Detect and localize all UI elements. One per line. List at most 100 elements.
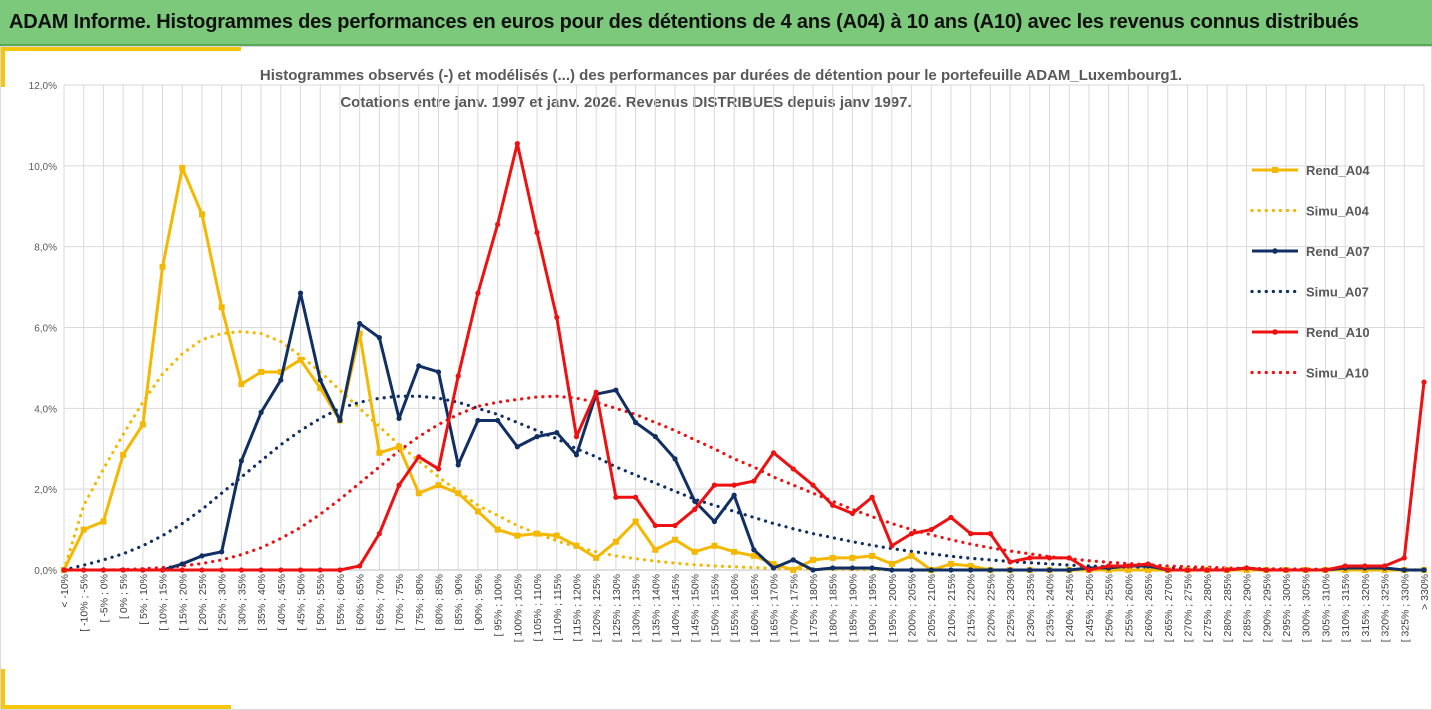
data-point — [120, 451, 127, 458]
x-tick-label: [ -5% ; 0% — [98, 574, 110, 622]
legend-label: Rend_A10 — [1306, 325, 1370, 340]
data-point — [475, 290, 481, 296]
data-point — [1007, 559, 1013, 565]
data-point — [258, 567, 264, 573]
data-point — [219, 567, 225, 573]
x-tick-label: [ 215% ; 220% — [966, 574, 978, 642]
data-point — [1027, 555, 1033, 561]
data-point — [928, 526, 934, 533]
data-point — [317, 567, 323, 573]
data-point — [416, 454, 422, 460]
data-point — [376, 449, 383, 456]
x-tick-label: [ 130% ; 135% — [631, 574, 643, 642]
data-point — [947, 560, 954, 567]
x-tick-label: [ 155% ; 160% — [729, 574, 741, 642]
data-point — [672, 536, 679, 543]
data-point — [218, 304, 225, 311]
data-point — [830, 502, 836, 508]
data-point — [337, 567, 343, 573]
series-line-rend-a07 — [64, 291, 1424, 572]
data-point — [770, 560, 777, 567]
corner-accent-bottom — [1, 705, 231, 709]
data-point — [179, 567, 185, 573]
chart-title-line-2: Cotations entre janv. 1997 et janv. 2026… — [340, 94, 911, 111]
data-point — [297, 356, 304, 363]
data-point — [1381, 563, 1388, 569]
x-tick-label: [ 250% ; 255% — [1104, 574, 1116, 642]
data-point — [1145, 561, 1151, 567]
data-point — [672, 456, 678, 462]
x-tick-label: [ 95% ; 100% — [493, 574, 505, 636]
data-point — [455, 373, 461, 379]
x-tick-label: [ 115% ; 120% — [571, 574, 583, 642]
x-tick-label: [ 290% ; 295% — [1261, 574, 1273, 642]
data-point — [100, 518, 107, 525]
data-point — [1145, 567, 1152, 573]
x-tick-label: [ 125% ; 130% — [611, 574, 623, 642]
x-tick-label: [ 160% ; 165% — [749, 574, 761, 642]
data-point — [908, 552, 915, 559]
data-point — [435, 369, 442, 375]
series-line-simu-a04 — [62, 329, 1426, 572]
x-tick-label: [ 105% ; 110% — [532, 574, 544, 642]
data-point — [613, 387, 619, 393]
data-point — [1007, 567, 1013, 573]
x-tick-label: [ 315% ; 320% — [1360, 574, 1372, 642]
x-tick-label: [ 45% ; 50% — [296, 574, 308, 631]
data-point — [199, 567, 205, 573]
x-tick-label: [ 170% ; 175% — [788, 574, 800, 642]
data-point — [278, 377, 284, 383]
legend-marker — [1272, 329, 1278, 335]
data-point — [1303, 567, 1309, 573]
data-point — [198, 211, 205, 218]
x-axis: < -10% [ -10% ; -5% [ -5% ; 0% [ 0% ; 5% [ 5… — [59, 574, 1431, 642]
data-point — [731, 482, 737, 488]
x-tick-label: [ 205% ; 210% — [926, 574, 938, 642]
header-bar: ADAM Informe. Histogrammes des performan… — [0, 0, 1432, 46]
data-point — [830, 565, 836, 571]
data-point — [948, 567, 954, 573]
series-rend-a10 — [61, 141, 1427, 573]
data-point — [968, 531, 974, 537]
legend-label: Simu_A04 — [1306, 204, 1370, 219]
data-point — [593, 554, 600, 561]
data-point — [1401, 567, 1407, 573]
data-point — [495, 417, 501, 424]
data-point — [317, 385, 324, 392]
data-point — [317, 377, 323, 383]
data-point — [889, 567, 895, 573]
data-point — [199, 553, 205, 559]
data-point — [514, 444, 520, 450]
x-tick-label: [ -10% ; -5% — [79, 574, 91, 632]
legend-item-simu-a07: Simu_A07 — [1250, 285, 1369, 300]
corner-accent-top — [1, 47, 241, 51]
data-point — [514, 532, 521, 539]
x-tick-label: [ 150% ; 155% — [709, 574, 721, 642]
data-point — [672, 522, 678, 529]
data-point — [613, 494, 619, 500]
data-point — [889, 543, 895, 549]
data-point — [356, 330, 363, 337]
legend-label: Simu_A07 — [1306, 285, 1369, 300]
data-point — [967, 562, 974, 569]
gridlines — [63, 84, 1425, 571]
data-point — [554, 314, 560, 320]
series-simu-a10 — [62, 394, 1426, 572]
x-tick-label: [ 185% ; 190% — [847, 574, 859, 642]
x-tick-label: [ 190% ; 195% — [867, 574, 879, 642]
data-point — [81, 567, 87, 573]
x-tick-label: [ 265% ; 270% — [1163, 574, 1175, 642]
series-line-rend-a10 — [64, 142, 1426, 572]
data-point — [612, 538, 619, 545]
x-tick-label: [ 30% ; 35% — [236, 574, 248, 631]
data-point — [692, 498, 698, 504]
data-point — [396, 482, 402, 488]
x-tick-label: [ 120% ; 125% — [591, 574, 603, 642]
y-tick-label: 2,0% — [34, 485, 57, 496]
data-point — [770, 565, 777, 571]
data-point — [534, 434, 540, 440]
data-point — [1322, 567, 1329, 573]
data-point — [1224, 567, 1230, 573]
data-point — [790, 466, 796, 472]
data-point — [869, 565, 875, 571]
